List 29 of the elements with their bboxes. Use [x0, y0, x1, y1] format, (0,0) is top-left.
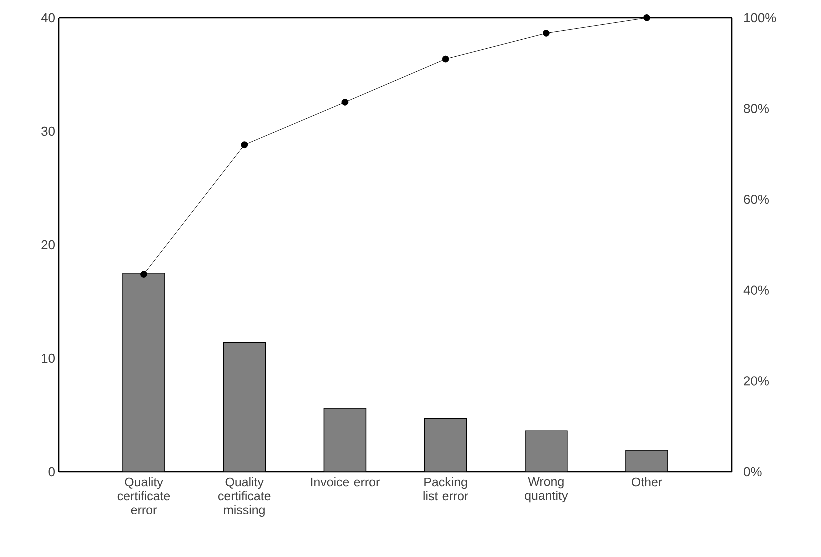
- x-tick-label: Other: [632, 477, 662, 487]
- y-tick-label: 40: [41, 13, 55, 23]
- y-tick-label: 0: [48, 467, 55, 477]
- y2-tick-label: 60%: [744, 194, 769, 204]
- point: [140, 271, 148, 278]
- point: [342, 98, 349, 106]
- y2-tick-label: 0%: [744, 467, 762, 477]
- bar: [626, 450, 668, 472]
- point: [442, 56, 450, 63]
- bar: [122, 272, 166, 472]
- bar: [525, 430, 568, 472]
- y-tick-label: 20: [42, 240, 55, 250]
- y2-tick-label: 100%: [744, 13, 776, 23]
- y2-tick-label: 20%: [744, 376, 769, 386]
- x-tick-label: Quality certificate error: [118, 477, 170, 515]
- x-tick-label: Invoice error: [311, 477, 380, 487]
- x-tick-label: Wrong quantity: [525, 478, 568, 503]
- point: [542, 30, 550, 37]
- x-tick-label: Packing list error: [424, 477, 468, 501]
- bar: [424, 418, 468, 472]
- y2-tick-label: 40%: [744, 286, 769, 295]
- bar: [324, 408, 367, 472]
- point: [241, 142, 248, 149]
- bar: [223, 342, 266, 472]
- y-tick-label: 10: [42, 354, 55, 364]
- point: [644, 14, 650, 22]
- y2-tick-label: 80%: [744, 104, 769, 114]
- y-tick-label: 30: [42, 126, 55, 136]
- x-tick-label: Quality certificate missing: [218, 477, 271, 517]
